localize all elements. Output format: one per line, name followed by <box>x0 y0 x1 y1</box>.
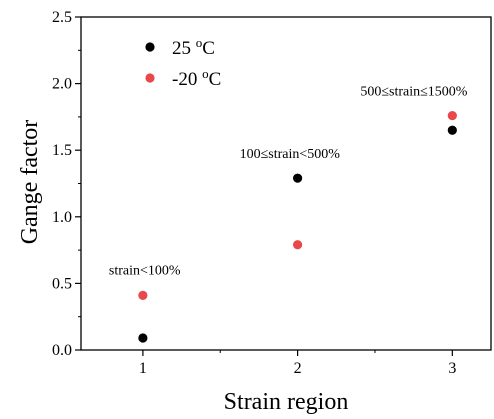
data-point-series-2 <box>447 110 457 121</box>
y-tick-label: 2.5 <box>52 9 72 26</box>
x-tick-label: 2 <box>294 360 302 377</box>
legend-marker <box>145 73 155 83</box>
legend: 25 oC -20 oC <box>145 35 221 90</box>
y-tick-label: 1.0 <box>52 209 72 226</box>
annotation-label: 100≤strain<500% <box>240 147 341 162</box>
y-axis-title: Gange factor <box>17 120 43 245</box>
axis-ticks: 0.0 0.5 1.0 1.5 2.0 2.5 1 2 3 <box>52 9 456 377</box>
y-tick-label: 0.0 <box>52 342 72 359</box>
data-points <box>138 110 457 343</box>
legend-marker <box>145 42 155 52</box>
data-point-series-1 <box>447 125 457 135</box>
plot-border <box>80 16 492 351</box>
x-axis-title: Strain region <box>224 389 349 415</box>
legend-label: 25 oC <box>172 35 215 59</box>
data-point-series-1 <box>138 333 148 343</box>
annotation-label: 500≤strain≤1500% <box>360 85 467 100</box>
legend-label: -20 oC <box>172 66 221 90</box>
y-tick-label: 2.0 <box>52 76 72 93</box>
data-point-series-1 <box>293 173 303 183</box>
annotation-label: strain<100% <box>109 263 181 278</box>
y-tick-label: 0.5 <box>52 275 72 292</box>
plot-frame <box>80 16 492 351</box>
annotations: strain<100% 100≤strain<500% 500≤strain≤150… <box>109 85 468 279</box>
y-tick-label: 1.5 <box>52 142 72 159</box>
x-tick-label: 1 <box>139 360 147 377</box>
data-point-series-2 <box>138 290 148 300</box>
x-tick-label: 3 <box>448 360 456 377</box>
data-point-series-2 <box>293 240 303 250</box>
